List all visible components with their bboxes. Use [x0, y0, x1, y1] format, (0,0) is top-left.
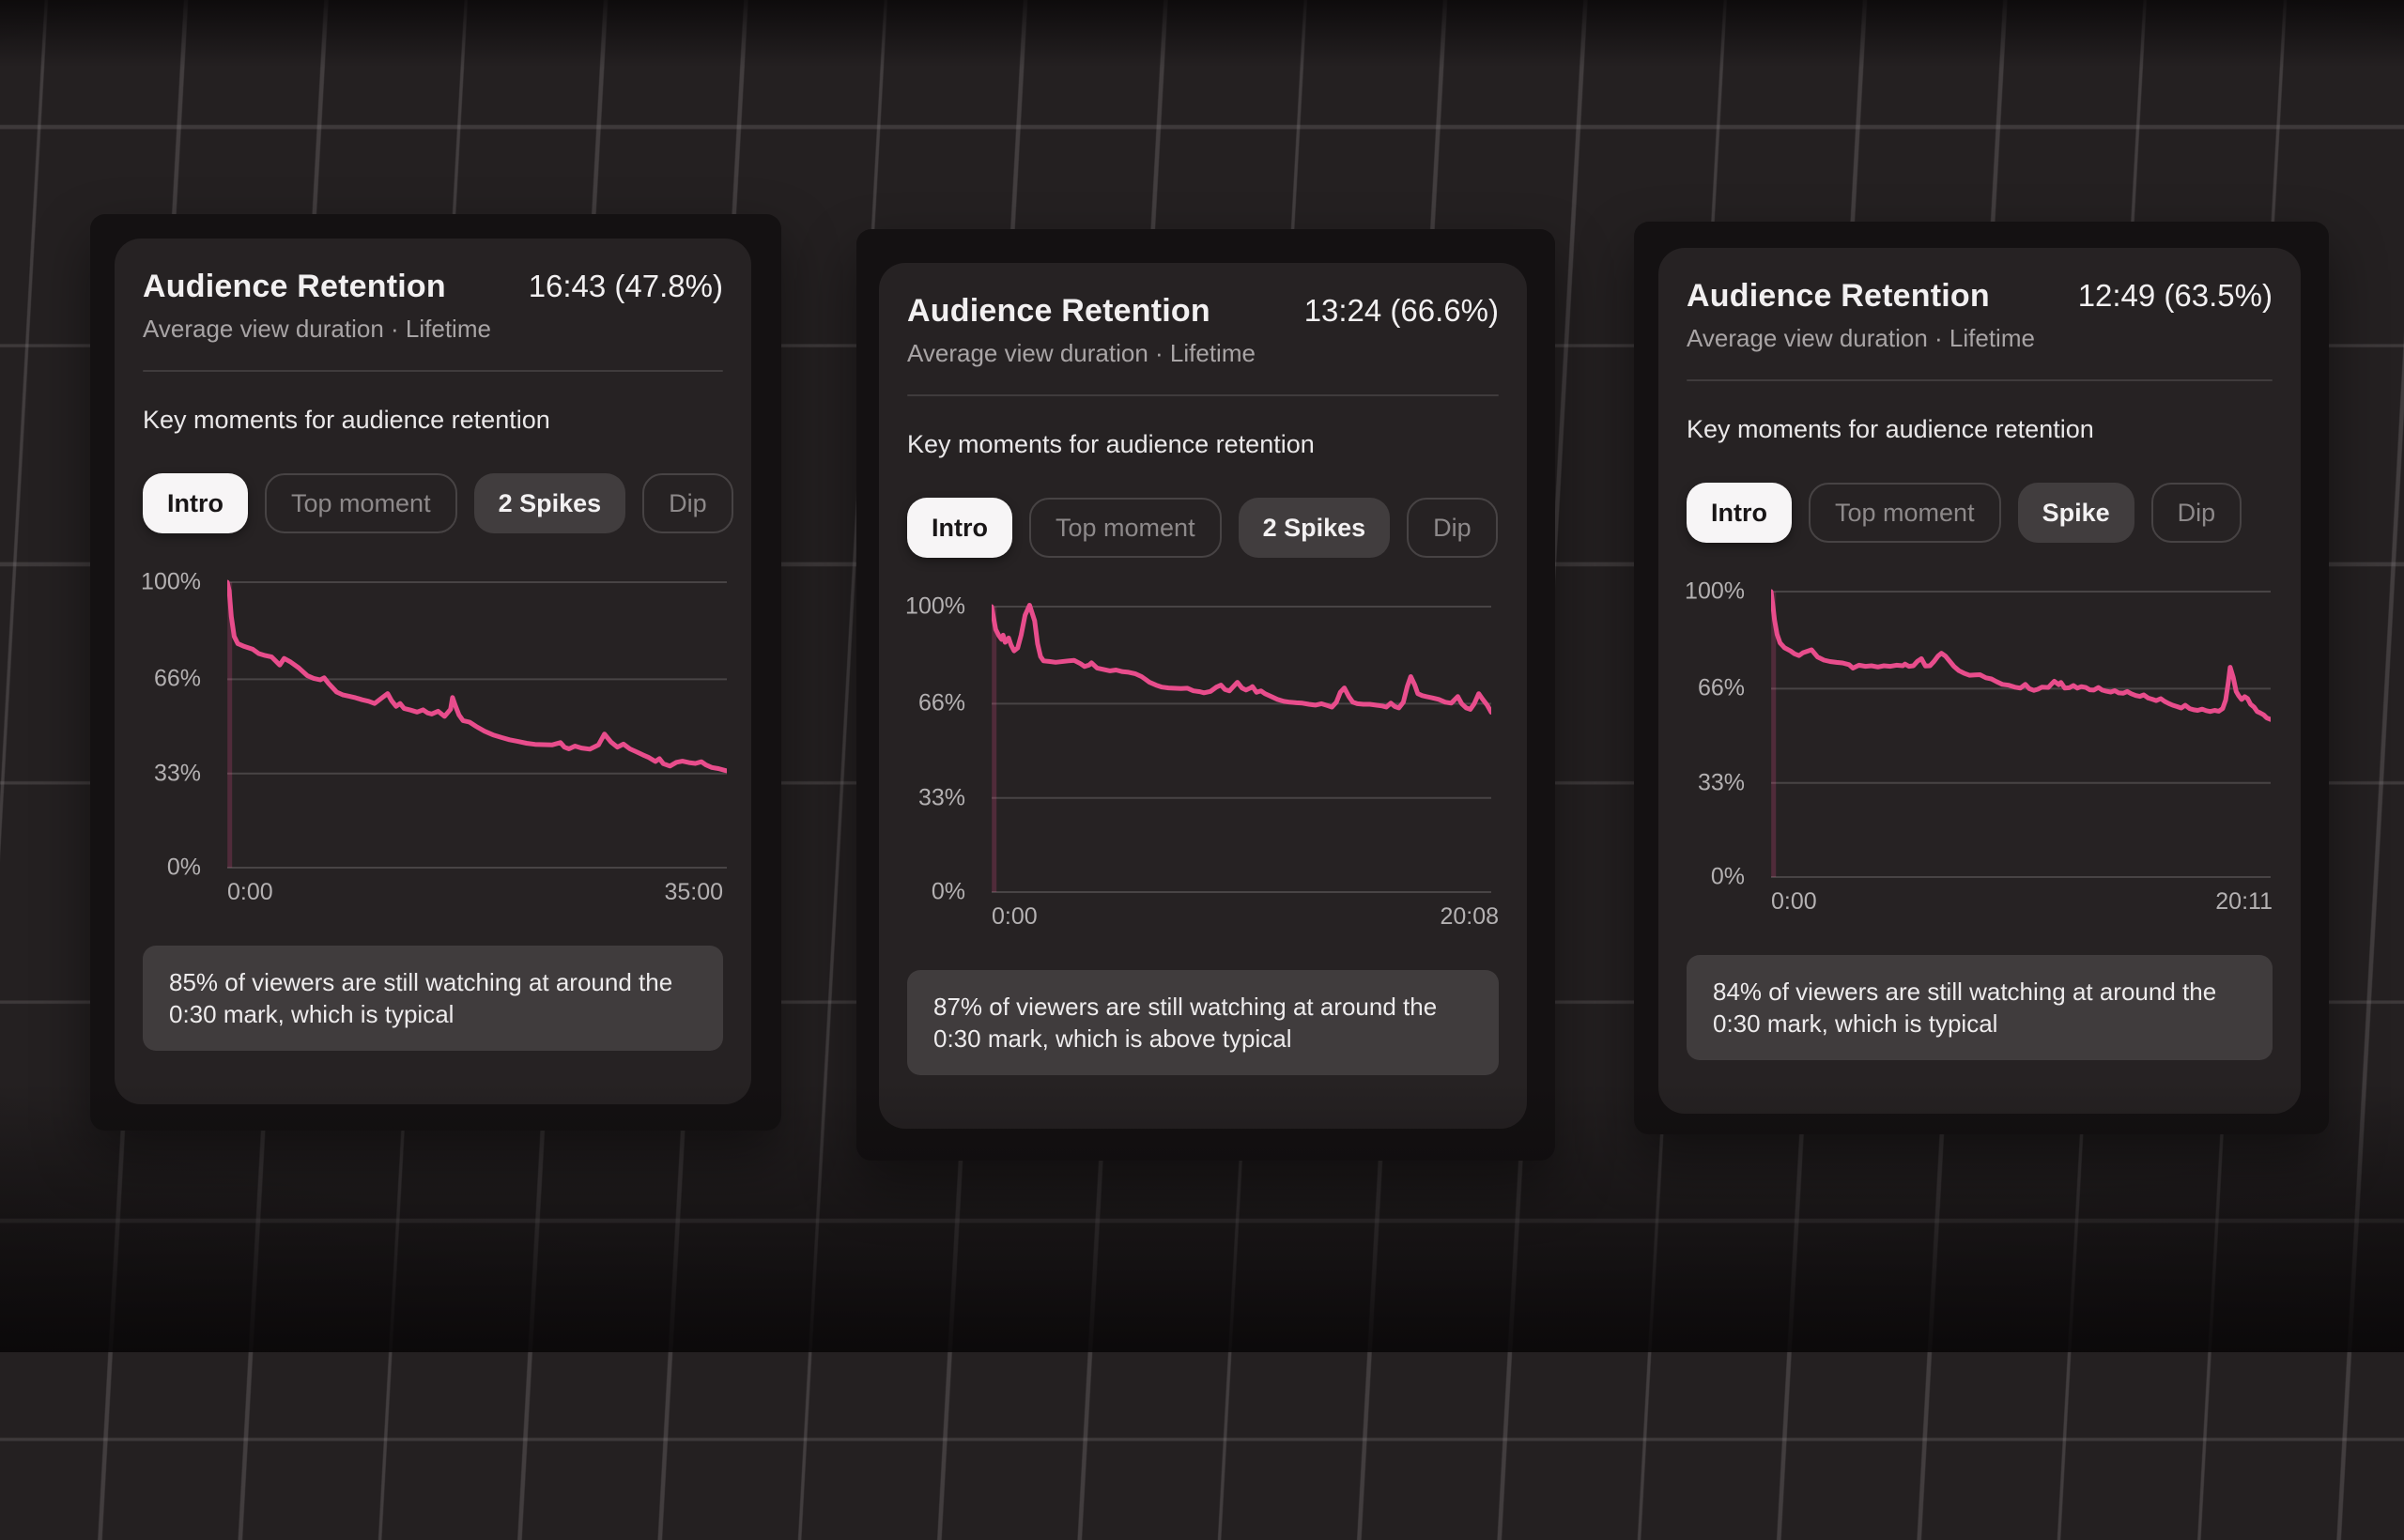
card-title: Audience Retention	[907, 293, 1210, 329]
average-view-duration-value: 16:43 (47.8%)	[528, 269, 723, 303]
retention-note: 84% of viewers are still watching at aro…	[1687, 955, 2273, 1060]
card-subtitle: Average view duration · Lifetime	[907, 339, 1256, 367]
retention-line-svg	[227, 579, 727, 869]
y-axis-labels: 100% 66% 33% 0%	[905, 590, 992, 905]
retention-line-svg	[992, 603, 1491, 893]
x-start-label: 0:00	[1771, 888, 1817, 915]
chip-intro[interactable]: Intro	[907, 498, 1012, 558]
y-tick-label: 33%	[917, 784, 965, 811]
retention-line-svg	[1771, 589, 2271, 878]
y-tick-label: 100%	[141, 568, 201, 595]
x-end-label: 35:00	[664, 879, 723, 905]
retention-line-plot[interactable]	[992, 590, 1499, 896]
chip-dip[interactable]: Dip	[2150, 483, 2242, 543]
x-start-label: 0:00	[227, 879, 273, 905]
chip-intro[interactable]: Intro	[143, 473, 248, 533]
x-end-label: 20:11	[2215, 888, 2273, 915]
y-tick-label: 0%	[166, 854, 201, 881]
audience-retention-card-1: Audience Retention 16:43 (47.8%) Average…	[115, 239, 751, 1104]
y-tick-label: 100%	[905, 593, 965, 620]
y-tick-label: 66%	[1697, 674, 1745, 701]
y-axis-labels: 100% 66% 33% 0%	[141, 565, 227, 881]
card-frame-1: Audience Retention 16:43 (47.8%) Average…	[90, 214, 781, 1131]
retention-note: 85% of viewers are still watching at aro…	[143, 946, 723, 1051]
chip-top-moment[interactable]: Top moment	[265, 473, 457, 533]
y-tick-label: 66%	[153, 665, 201, 692]
card-title: Audience Retention	[1687, 278, 1990, 314]
audience-retention-card-2: Audience Retention 13:24 (66.6%) Average…	[879, 263, 1527, 1129]
divider	[907, 394, 1499, 396]
chip-spikes[interactable]: 2 Spikes	[473, 473, 626, 533]
y-tick-label: 0%	[1710, 863, 1745, 890]
y-tick-label: 33%	[1697, 769, 1745, 796]
x-axis-labels: 0:00 20:08	[992, 903, 1499, 931]
chip-top-moment[interactable]: Top moment	[1029, 498, 1222, 558]
chip-intro[interactable]: Intro	[1687, 483, 1792, 543]
y-tick-label: 66%	[917, 689, 965, 716]
retention-chart: 100% 66% 33% 0%	[141, 565, 727, 881]
x-axis-labels: 0:00 20:11	[1771, 888, 2273, 916]
key-moments-label: Key moments for audience retention	[143, 406, 550, 434]
divider	[1687, 379, 2273, 381]
average-view-duration-value: 12:49 (63.5%)	[2077, 278, 2273, 313]
card-header: Audience Retention 12:49 (63.5%)	[1687, 276, 2273, 316]
key-moments-label: Key moments for audience retention	[1687, 415, 2094, 443]
chip-spikes[interactable]: 2 Spikes	[1238, 498, 1391, 558]
key-moment-chips: Intro Top moment 2 Spikes Dip	[143, 473, 733, 533]
card-frame-3: Audience Retention 12:49 (63.5%) Average…	[1634, 222, 2329, 1134]
audience-retention-card-3: Audience Retention 12:49 (63.5%) Average…	[1658, 248, 2301, 1114]
card-frame-2: Audience Retention 13:24 (66.6%) Average…	[856, 229, 1555, 1161]
chip-spike[interactable]: Spike	[2017, 483, 2134, 543]
card-header: Audience Retention 16:43 (47.8%)	[143, 267, 723, 306]
chip-dip[interactable]: Dip	[642, 473, 733, 533]
divider	[143, 370, 723, 372]
retention-chart: 100% 66% 33% 0%	[905, 590, 1499, 905]
retention-note: 87% of viewers are still watching at aro…	[907, 970, 1499, 1075]
x-start-label: 0:00	[992, 903, 1038, 930]
key-moment-chips: Intro Top moment Spike Dip	[1687, 483, 2273, 543]
key-moment-chips: Intro Top moment 2 Spikes Dip	[907, 498, 1499, 558]
card-header: Audience Retention 13:24 (66.6%)	[907, 291, 1499, 331]
y-tick-label: 33%	[153, 760, 201, 787]
chip-top-moment[interactable]: Top moment	[1809, 483, 2001, 543]
chip-dip[interactable]: Dip	[1407, 498, 1498, 558]
y-tick-label: 100%	[1685, 578, 1745, 605]
key-moments-label: Key moments for audience retention	[907, 430, 1315, 458]
card-subtitle: Average view duration · Lifetime	[143, 315, 491, 343]
retention-line-plot[interactable]	[227, 565, 727, 871]
card-title: Audience Retention	[143, 269, 446, 304]
x-end-label: 20:08	[1440, 903, 1499, 930]
y-tick-label: 0%	[931, 878, 965, 905]
retention-chart: 100% 66% 33% 0%	[1685, 575, 2273, 890]
y-axis-labels: 100% 66% 33% 0%	[1685, 575, 1771, 890]
retention-line-plot[interactable]	[1771, 575, 2273, 881]
x-axis-labels: 0:00 35:00	[227, 879, 723, 906]
card-subtitle: Average view duration · Lifetime	[1687, 324, 2035, 352]
average-view-duration-value: 13:24 (66.6%)	[1303, 293, 1499, 328]
